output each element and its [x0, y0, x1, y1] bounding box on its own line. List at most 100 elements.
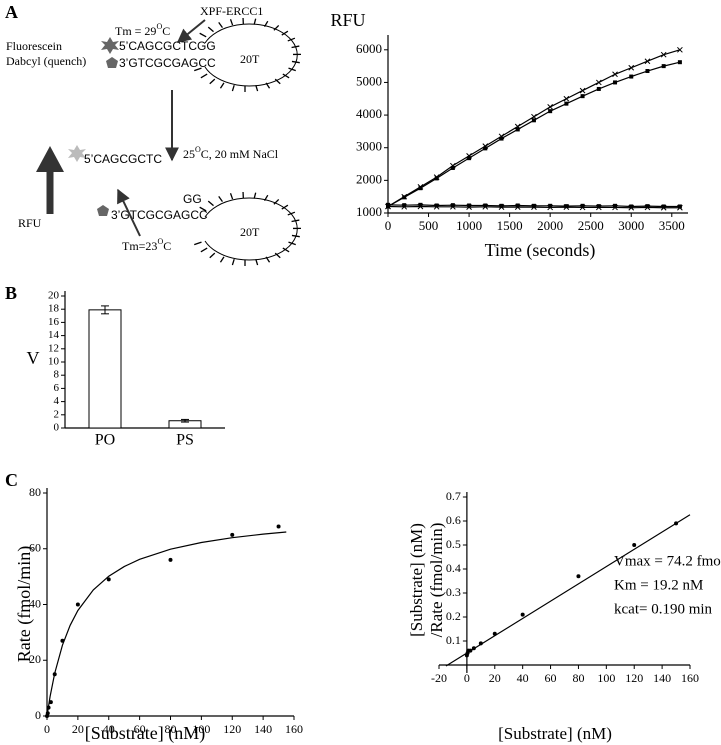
- signal-label: RFU: [18, 216, 42, 230]
- y-tick-label: 0.2: [446, 609, 461, 623]
- marker: [564, 204, 569, 209]
- sequence: 5’CAGCGCTCGG: [119, 39, 216, 53]
- marker: [450, 165, 455, 170]
- loop-tick: [219, 256, 225, 263]
- y-tick-label: 0.4: [446, 561, 461, 575]
- x-tick-label: 3000: [618, 218, 644, 233]
- x-tick-label: 0: [464, 671, 470, 685]
- marker: [450, 203, 455, 208]
- x-tick-label: 500: [419, 218, 439, 233]
- marker: [548, 203, 553, 208]
- marker: [450, 203, 456, 210]
- enzyme-label: XPF-ERCC1: [200, 4, 263, 18]
- y-axis-label: RFU: [330, 10, 365, 30]
- marker: [629, 204, 634, 209]
- marker: [385, 203, 391, 210]
- marker: [595, 79, 602, 86]
- data-line: [46, 531, 287, 717]
- marker: [632, 543, 637, 547]
- marker: [564, 101, 569, 106]
- marker: [563, 95, 570, 102]
- loop-tick: [219, 82, 225, 89]
- x-tick-label: 20: [72, 722, 84, 736]
- loop-tick: [273, 198, 280, 205]
- marker: [660, 204, 667, 211]
- sequence: 3’GTCGCGAGCC: [111, 208, 208, 222]
- y-axis-label: [Substrate] (nM): [407, 523, 426, 637]
- loop-tick: [265, 82, 271, 89]
- x-tick-label: 120: [625, 671, 643, 685]
- loop-tick: [207, 26, 214, 33]
- loop-tick: [287, 37, 296, 42]
- loop-tick: [229, 19, 234, 26]
- marker: [612, 71, 618, 78]
- x-tick-label: -20: [431, 671, 447, 685]
- marker: [613, 203, 618, 208]
- y-tick-label: 18: [48, 303, 60, 315]
- loop-tick: [199, 32, 207, 38]
- quencher-label: Dabcyl (quench): [6, 54, 86, 68]
- loop-tick: [253, 18, 257, 25]
- loop-tick: [218, 195, 223, 203]
- loop-tick: [194, 67, 202, 72]
- y-tick-label: 20: [29, 652, 41, 666]
- marker: [434, 176, 439, 181]
- y-tick-label: 3000: [356, 139, 382, 154]
- marker-stroke: [612, 204, 618, 211]
- marker: [677, 204, 683, 211]
- loop-tick: [281, 204, 289, 210]
- loop-tick: [207, 200, 214, 207]
- marker-stroke: [433, 203, 440, 210]
- y-tick-label: 16: [48, 316, 60, 328]
- loop-tick: [200, 247, 208, 253]
- x-tick-label: 160: [285, 722, 303, 736]
- loop-tick: [282, 247, 290, 253]
- marker: [579, 204, 586, 211]
- marker-stroke: [482, 203, 489, 210]
- arrow: [117, 188, 141, 237]
- marker: [401, 203, 408, 210]
- marker: [230, 532, 235, 537]
- x-axis-label: [Substrate] (nM): [498, 724, 612, 743]
- marker-stroke: [547, 204, 554, 211]
- marker-stroke: [563, 95, 570, 102]
- loop-tick: [265, 256, 271, 263]
- loop-tick: [288, 241, 296, 246]
- marker: [547, 204, 554, 211]
- marker-stroke: [644, 58, 651, 65]
- x-tick-label: PO: [95, 432, 115, 449]
- condition-label: 25OC, 20 mM NaCl: [183, 145, 279, 161]
- y-tick-label: 0.5: [446, 537, 461, 551]
- y-tick-label: 0.1: [446, 633, 461, 647]
- y-tick-label: 2: [54, 408, 60, 420]
- data-line: [387, 61, 681, 207]
- x-tick-label: 0: [44, 722, 50, 736]
- marker: [467, 156, 472, 161]
- loop-tick: [199, 206, 207, 212]
- y-tick-label: 4: [54, 395, 60, 407]
- sequence: GG: [183, 192, 202, 206]
- loop-tick: [274, 252, 281, 259]
- x-tick-label: 1000: [456, 218, 482, 233]
- y-tick-label: 2000: [356, 171, 382, 186]
- marker: [661, 64, 666, 69]
- marker-stroke: [660, 51, 667, 58]
- marker-stroke: [660, 204, 667, 211]
- melting-temp: Tm=23OC: [122, 237, 171, 253]
- y-tick-label: 0.3: [446, 585, 461, 599]
- y-tick-label: 12: [48, 342, 59, 354]
- y-tick-label: 4000: [356, 106, 382, 121]
- marker-stroke: [595, 79, 602, 86]
- annotation: kcat= 0.190 min: [614, 601, 713, 617]
- panel-label: B: [5, 283, 17, 303]
- marker: [515, 127, 520, 132]
- x-tick-label: 0: [385, 218, 392, 233]
- marker: [482, 203, 489, 210]
- marker: [515, 203, 520, 208]
- loop-tick: [231, 85, 235, 92]
- loop-label: 20T: [240, 52, 260, 66]
- y-tick-label: 5000: [356, 73, 382, 88]
- marker-stroke: [514, 204, 521, 210]
- sequence: 5’CAGCGCTC: [84, 152, 162, 166]
